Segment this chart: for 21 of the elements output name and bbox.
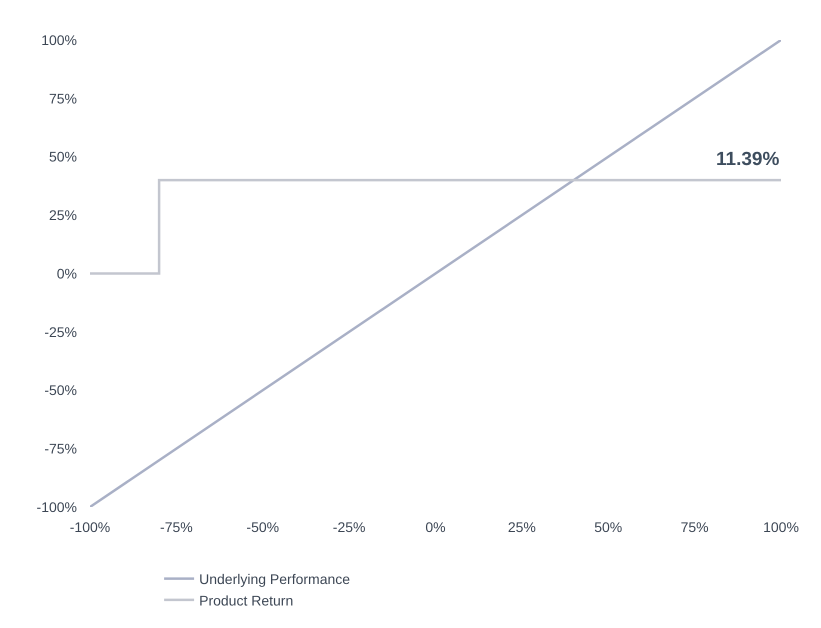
x-tick-label: 0% [425,519,446,535]
y-tick-label: 50% [48,148,77,165]
y-tick-label: 25% [48,207,77,224]
y-tick-label: -75% [44,440,77,457]
x-tick-label: -100% [70,519,110,535]
x-tick-label: -75% [160,519,193,535]
x-tick-label: 25% [508,519,536,535]
x-tick-label: 50% [594,519,622,535]
y-tick-label: 75% [48,90,77,106]
x-tick-label: -25% [332,519,366,535]
y-tick-label: 0% [56,265,77,282]
y-tick-label: -25% [44,324,77,340]
y-tick-label: 100% [41,32,77,48]
annotation: 11.39% [716,149,780,170]
legend-label: Product Return [199,592,294,608]
y-tick-label: -50% [44,382,77,398]
x-tick-label: 75% [680,519,709,535]
y-tick-label: -100% [36,498,77,515]
x-tick-label: 100% [763,519,799,535]
x-tick-label: -50% [246,519,280,535]
legend-label: Underlying Performance [199,571,350,588]
